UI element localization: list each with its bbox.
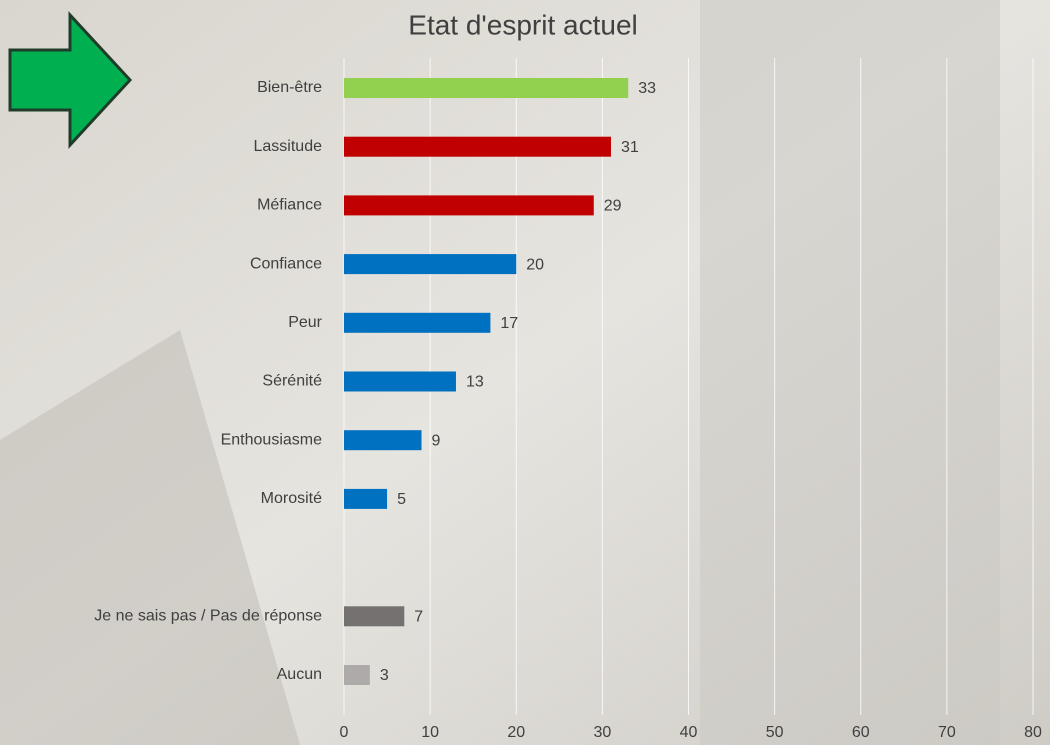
bar bbox=[344, 136, 611, 157]
y-tick-label: Morosité bbox=[261, 490, 322, 507]
data-label: 29 bbox=[604, 198, 622, 215]
bar bbox=[344, 312, 491, 333]
y-tick-label: Méfiance bbox=[257, 197, 322, 214]
y-tick-label: Enthousiasme bbox=[221, 431, 322, 448]
chart-title: Etat d'esprit actuel bbox=[408, 9, 637, 40]
data-label: 20 bbox=[526, 256, 544, 273]
data-label: 31 bbox=[621, 139, 639, 156]
bar bbox=[344, 606, 405, 627]
bar bbox=[344, 254, 517, 275]
background-roof bbox=[0, 330, 300, 745]
x-tick-label: 80 bbox=[1024, 724, 1042, 741]
x-tick-label: 40 bbox=[680, 724, 698, 741]
y-tick-label: Sérénité bbox=[262, 373, 322, 390]
bar bbox=[344, 430, 422, 451]
background-building bbox=[700, 0, 1000, 745]
bar bbox=[344, 488, 388, 509]
y-tick-label: Aucun bbox=[277, 666, 322, 683]
data-label: 3 bbox=[380, 667, 389, 684]
data-label: 7 bbox=[414, 609, 423, 626]
bar bbox=[344, 195, 594, 216]
arrow bbox=[8, 11, 133, 149]
x-tick-label: 10 bbox=[421, 724, 439, 741]
x-tick-label: 20 bbox=[507, 724, 525, 741]
data-label: 5 bbox=[397, 491, 406, 508]
y-tick-label: Peur bbox=[288, 314, 322, 331]
bar bbox=[344, 371, 456, 392]
bar bbox=[344, 665, 370, 685]
y-tick-label: Lassitude bbox=[254, 138, 323, 155]
data-label: 17 bbox=[500, 315, 518, 332]
y-tick-label: Je ne sais pas / Pas de réponse bbox=[94, 608, 322, 625]
data-label: 9 bbox=[432, 432, 441, 449]
bar bbox=[344, 78, 629, 98]
data-label: 33 bbox=[638, 80, 656, 97]
y-tick-label: Bien-être bbox=[257, 79, 322, 96]
x-tick-label: 70 bbox=[938, 724, 956, 741]
x-tick-label: 50 bbox=[766, 724, 784, 741]
x-tick-label: 30 bbox=[593, 724, 611, 741]
y-tick-label: Confiance bbox=[250, 255, 322, 272]
x-tick-label: 0 bbox=[340, 724, 349, 741]
data-label: 13 bbox=[466, 374, 484, 391]
x-tick-label: 60 bbox=[852, 724, 870, 741]
